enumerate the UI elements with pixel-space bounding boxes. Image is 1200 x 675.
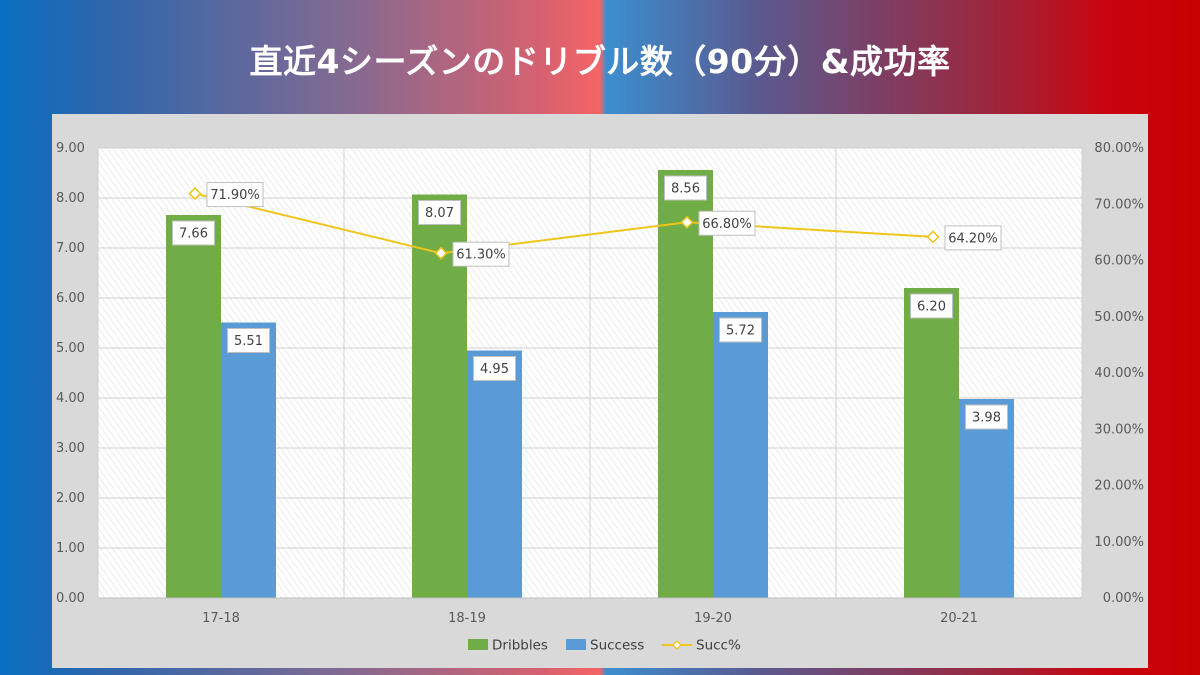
data-label-succ: 71.90% xyxy=(206,182,264,208)
bar-success xyxy=(713,312,768,598)
data-label-text: 61.30% xyxy=(456,248,506,263)
data-label-text: 8.56 xyxy=(671,182,700,197)
data-label-text: 5.72 xyxy=(726,324,755,339)
data-label-text: 5.51 xyxy=(234,334,263,349)
legend-label: Success xyxy=(590,638,644,654)
y-tick-label: 5.00 xyxy=(56,341,85,356)
data-label-box xyxy=(473,356,516,381)
data-label-succ: 66.80% xyxy=(698,210,756,236)
line-series xyxy=(188,187,940,260)
y-tick-label: 3.00 xyxy=(56,441,85,456)
data-label-box xyxy=(172,220,215,246)
y2-tick-label: 40.00% xyxy=(1094,366,1144,381)
data-label-succ: 61.30% xyxy=(452,241,510,267)
data-label-box xyxy=(227,328,270,353)
succ-marker xyxy=(434,246,448,260)
chart-panel: 7.66 8.07 8.56 6.20 5.51 4.95 5.72 3.98 71.90% 61… xyxy=(52,114,1148,668)
data-label-box xyxy=(944,225,1002,251)
succ-line xyxy=(194,192,934,255)
data-label-dribbles: 6.20 xyxy=(910,293,953,319)
y2-tick-label: 20.00% xyxy=(1094,479,1144,494)
bar-success xyxy=(467,350,522,598)
y2-tick-label: 10.00% xyxy=(1094,535,1144,550)
x-tick-label: 20-21 xyxy=(940,611,978,626)
bar-success xyxy=(221,322,276,598)
y2-tick-label: 0.00% xyxy=(1103,591,1144,606)
bar-success xyxy=(959,399,1014,598)
legend-marker xyxy=(672,640,682,650)
legend-label: Dribbles xyxy=(492,638,548,654)
y2-tick-label: 80.00% xyxy=(1094,141,1144,156)
x-tick-label: 17-18 xyxy=(202,611,240,626)
data-label-success: 5.72 xyxy=(719,317,762,343)
data-label-box xyxy=(965,404,1008,430)
data-label-text: 7.66 xyxy=(179,227,208,242)
y-tick-label: 6.00 xyxy=(56,291,85,306)
y-tick-label: 2.00 xyxy=(56,491,85,506)
succ-marker xyxy=(926,230,940,244)
data-label-dribbles: 8.56 xyxy=(664,175,707,201)
chart-title: 直近4シーズンのドリブル数（90分）&成功率 xyxy=(249,42,951,81)
data-label-box xyxy=(664,175,707,201)
data-label-text: 71.90% xyxy=(210,188,260,203)
data-label-box xyxy=(719,317,762,343)
y2-tick-label: 30.00% xyxy=(1094,422,1144,437)
legend-swatch xyxy=(468,639,488,650)
data-label-success: 3.98 xyxy=(965,404,1008,430)
data-labels: 7.66 8.07 8.56 6.20 5.51 4.95 5.72 3.98 71.90% 61… xyxy=(172,175,1008,430)
legend: Dribbles Success Succ% xyxy=(468,638,741,654)
data-label-text: 64.20% xyxy=(948,231,998,246)
succ-marker xyxy=(680,215,694,229)
data-label-text: 6.20 xyxy=(917,300,946,315)
data-label-dribbles: 7.66 xyxy=(172,220,215,246)
y-tick-label: 8.00 xyxy=(56,191,85,206)
y2-tick-label: 60.00% xyxy=(1094,254,1144,269)
y2-tick-label: 70.00% xyxy=(1094,197,1144,212)
bar-dribbles xyxy=(658,170,713,598)
succ-marker xyxy=(188,187,202,201)
data-label-box xyxy=(452,241,510,267)
data-label-box xyxy=(698,210,756,236)
data-label-text: 4.95 xyxy=(480,362,509,377)
bar-dribbles xyxy=(166,215,221,598)
y-tick-label: 0.00 xyxy=(56,591,85,606)
legend-swatch xyxy=(566,639,586,650)
combo-chart: 7.66 8.07 8.56 6.20 5.51 4.95 5.72 3.98 71.90% 61… xyxy=(56,141,1144,654)
legend-label: Succ% xyxy=(696,638,741,654)
y-tick-label: 1.00 xyxy=(56,541,85,556)
axes: 0.00 1.00 2.00 3.00 4.00 5.00 6.00 7.00 8.00 9.00… xyxy=(56,141,1144,626)
y-tick-label: 4.00 xyxy=(56,391,85,406)
bar-dribbles xyxy=(904,288,959,598)
y-tick-label: 9.00 xyxy=(56,141,85,156)
data-label-text: 66.80% xyxy=(702,217,752,232)
data-label-box xyxy=(206,182,264,208)
data-label-text: 3.98 xyxy=(972,411,1001,426)
data-label-box xyxy=(910,293,953,319)
data-label-dribbles: 8.07 xyxy=(418,200,461,225)
bar-series xyxy=(166,170,1014,598)
data-label-box xyxy=(418,200,461,225)
legend-item-dribbles: Dribbles xyxy=(468,638,548,654)
x-tick-label: 18-19 xyxy=(448,611,486,626)
data-label-text: 8.07 xyxy=(425,206,454,221)
legend-item-succpct: Succ% xyxy=(662,638,741,654)
data-label-success: 5.51 xyxy=(227,328,270,353)
x-tick-label: 19-20 xyxy=(694,611,732,626)
data-label-success: 4.95 xyxy=(473,356,516,381)
y-tick-label: 7.00 xyxy=(56,241,85,256)
data-label-succ: 64.20% xyxy=(944,225,1002,251)
legend-item-success: Success xyxy=(566,638,644,654)
y2-tick-label: 50.00% xyxy=(1094,310,1144,325)
